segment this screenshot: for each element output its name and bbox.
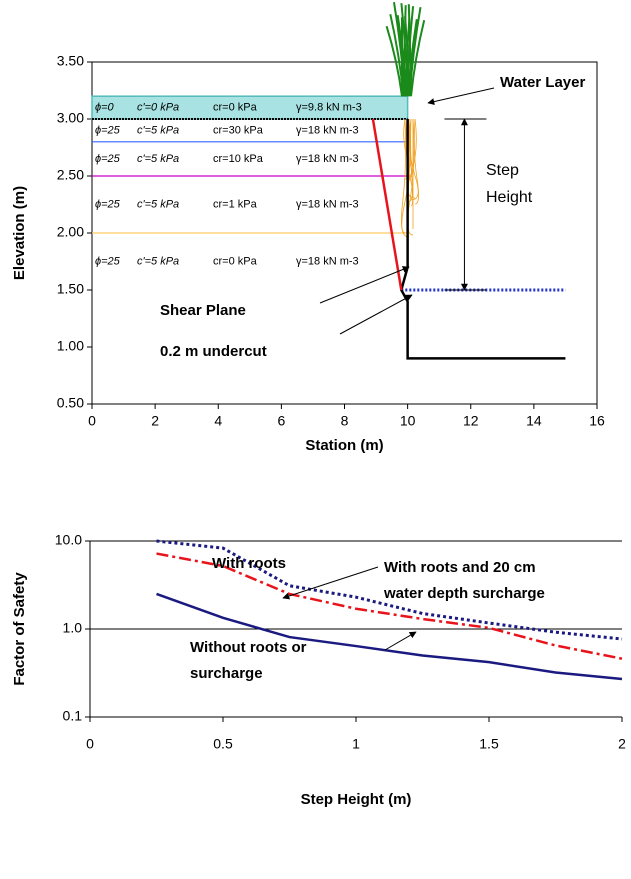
grass-blade	[402, 5, 407, 97]
x-tick-label: 2	[151, 413, 159, 429]
grass-blade	[408, 7, 422, 97]
annotation: Height	[486, 189, 533, 206]
series-line	[156, 539, 623, 641]
y-axis-title: Elevation (m)	[11, 186, 28, 280]
grass-blade	[405, 6, 415, 97]
root	[401, 118, 411, 238]
x-tick-label: 14	[526, 413, 542, 429]
shear-plane	[371, 118, 403, 291]
root	[407, 118, 417, 199]
layer-label: cr=10 kPa	[213, 153, 264, 165]
layer-label: cr=1 kPa	[213, 198, 258, 210]
layer-label: cr=0 kPa	[213, 102, 258, 114]
x-tick-label: 0	[88, 413, 96, 429]
x-axis-title: Station (m)	[305, 437, 383, 454]
bank-profile	[399, 119, 566, 360]
arrow	[384, 631, 417, 651]
x-tick-label: 10	[400, 413, 416, 429]
annotation: 0.2 m undercut	[160, 343, 267, 360]
y-tick-label: 3.00	[57, 110, 84, 126]
layer-label: ϕ=25	[95, 255, 121, 267]
x-tick-label: 2	[618, 736, 626, 752]
y-tick-label: 0.1	[63, 708, 83, 724]
layer-label: c'=5 kPa	[137, 124, 179, 136]
x-tick-label: 1.5	[479, 736, 499, 752]
layer-label: γ=18 kN m-3	[296, 198, 359, 210]
series-line	[156, 552, 623, 660]
y-tick-label: 2.00	[57, 224, 84, 240]
arrow	[282, 566, 379, 600]
y-tick-label: 10.0	[55, 532, 82, 548]
grass-blade	[407, 19, 418, 97]
x-tick-label: 16	[589, 413, 605, 429]
annotation: Water Layer	[500, 74, 585, 91]
y-tick-label: 1.50	[57, 281, 84, 297]
arrow	[319, 266, 410, 304]
y-tick-label: 3.50	[57, 53, 84, 69]
layer-label: γ=9.8 kN m-3	[296, 102, 362, 114]
annotation: water depth surcharge	[383, 585, 545, 602]
layer-label: c'=5 kPa	[137, 153, 179, 165]
root	[413, 118, 419, 205]
layer-label: ϕ=0	[95, 102, 115, 114]
x-tick-label: 0.5	[213, 736, 233, 752]
root	[409, 118, 419, 201]
layer-label: c'=5 kPa	[137, 255, 179, 267]
y-tick-label: 0.50	[57, 395, 84, 411]
arrow	[339, 294, 413, 335]
arrow	[427, 87, 495, 106]
y-axis-title: Factor of Safety	[11, 572, 28, 686]
annotation: surcharge	[190, 665, 263, 682]
x-tick-label: 1	[352, 736, 360, 752]
y-tick-label: 1.00	[57, 338, 84, 354]
annotation: With roots	[212, 555, 286, 572]
x-axis-title: Step Height (m)	[301, 791, 412, 808]
layer-label: γ=18 kN m-3	[296, 255, 359, 267]
layer-label: cr=0 kPa	[213, 255, 258, 267]
layer-label: c'=0 kPa	[137, 102, 179, 114]
layer-label: ϕ=25	[95, 124, 121, 136]
series-line	[156, 592, 623, 681]
layer-label: γ=18 kN m-3	[296, 124, 359, 136]
annotation: With roots and 20 cm	[384, 559, 536, 576]
grass-blade	[410, 19, 426, 97]
layer-label: c'=5 kPa	[137, 198, 179, 210]
x-tick-label: 4	[214, 413, 222, 429]
x-tick-label: 8	[341, 413, 349, 429]
x-tick-label: 12	[463, 413, 479, 429]
x-tick-label: 6	[277, 413, 285, 429]
annotation: Step	[486, 162, 519, 179]
root	[410, 118, 414, 207]
grass-blade	[404, 18, 411, 97]
annotation: Without roots or	[190, 639, 307, 656]
x-tick-label: 0	[86, 736, 94, 752]
y-tick-label: 2.50	[57, 167, 84, 183]
layer-label: cr=30 kPa	[213, 124, 264, 136]
y-tick-label: 1.0	[63, 620, 83, 636]
layer-label: γ=18 kN m-3	[296, 153, 359, 165]
layer-label: ϕ=25	[95, 153, 121, 165]
layer-label: ϕ=25	[95, 198, 121, 210]
annotation: Shear Plane	[160, 302, 246, 319]
